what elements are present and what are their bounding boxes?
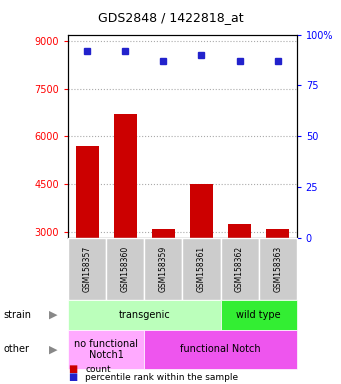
Bar	[190, 184, 213, 238]
Bar	[68, 300, 221, 330]
Text: GSM158359: GSM158359	[159, 246, 168, 292]
Text: transgenic: transgenic	[118, 310, 170, 320]
Text: ▶: ▶	[49, 310, 57, 320]
Text: GSM158360: GSM158360	[121, 246, 130, 292]
Text: percentile rank within the sample: percentile rank within the sample	[85, 373, 238, 382]
Text: count: count	[85, 366, 111, 374]
Bar	[221, 300, 297, 330]
Text: functional Notch: functional Notch	[180, 344, 261, 354]
Text: GDS2848 / 1422818_at: GDS2848 / 1422818_at	[98, 12, 243, 25]
Text: no functional
Notch1: no functional Notch1	[74, 339, 138, 360]
Bar	[266, 228, 289, 238]
Bar	[114, 114, 137, 238]
Text: GSM158361: GSM158361	[197, 246, 206, 292]
Bar	[258, 238, 297, 300]
Bar	[76, 146, 99, 238]
Text: strain: strain	[3, 310, 31, 320]
Bar	[106, 238, 144, 300]
Bar	[68, 330, 144, 369]
Text: GSM158357: GSM158357	[83, 246, 92, 292]
Bar	[152, 228, 175, 238]
Text: ■: ■	[68, 364, 77, 374]
Text: GSM158362: GSM158362	[235, 246, 244, 292]
Text: ■: ■	[68, 372, 77, 382]
Bar	[182, 238, 221, 300]
Text: wild type: wild type	[236, 310, 281, 320]
Bar	[144, 238, 182, 300]
Text: GSM158363: GSM158363	[273, 246, 282, 292]
Text: ▶: ▶	[49, 344, 57, 354]
Bar	[228, 224, 251, 238]
Text: other: other	[3, 344, 29, 354]
Bar	[68, 238, 106, 300]
Bar	[144, 330, 297, 369]
Bar	[221, 238, 258, 300]
